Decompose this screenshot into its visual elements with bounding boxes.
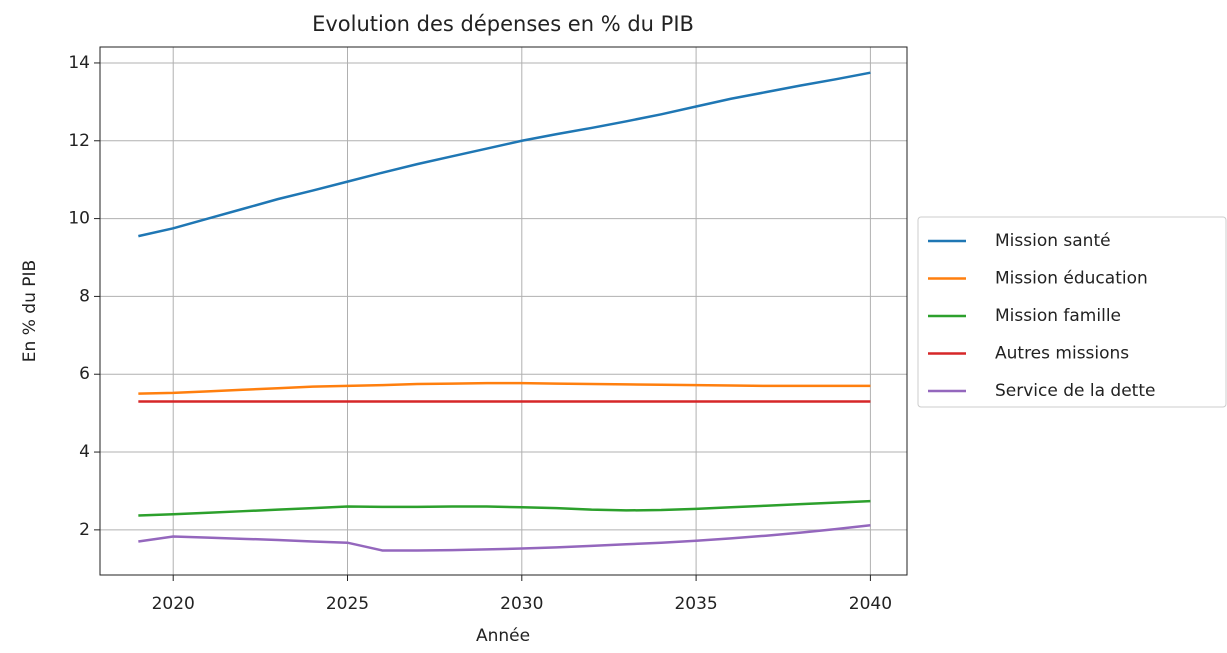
- legend-box: [917, 216, 1227, 408]
- x-tick-label: 2030: [500, 594, 543, 614]
- series-line: [138, 71, 871, 238]
- series-line: [138, 523, 871, 552]
- series-line: [138, 499, 871, 517]
- series-line: [138, 381, 871, 395]
- y-tick-label: 8: [79, 286, 90, 306]
- y-tick-label: 12: [68, 131, 90, 151]
- legend-label: Mission santé: [995, 231, 1111, 251]
- legend-label: Mission éducation: [995, 269, 1148, 289]
- legend-label: Autres missions: [995, 344, 1129, 364]
- y-tick-label: 10: [68, 209, 90, 229]
- chart-title: Evolution des dépenses en % du PIB: [312, 12, 694, 36]
- x-tick-label: 2040: [849, 594, 892, 614]
- y-tick-label: 6: [79, 364, 90, 384]
- legend-label: Mission famille: [995, 306, 1121, 326]
- x-tick-label: 2035: [674, 594, 717, 614]
- x-axis-label: Année: [476, 626, 530, 646]
- y-tick-label: 2: [79, 520, 90, 540]
- x-tick-label: 2020: [152, 594, 195, 614]
- y-tick-label: 14: [68, 53, 90, 73]
- y-tick-label: 4: [79, 442, 90, 462]
- plot-frame: [99, 46, 908, 576]
- y-axis-label: En % du PIB: [20, 260, 40, 362]
- legend-label: Service de la dette: [995, 381, 1155, 401]
- x-tick-label: 2025: [326, 594, 369, 614]
